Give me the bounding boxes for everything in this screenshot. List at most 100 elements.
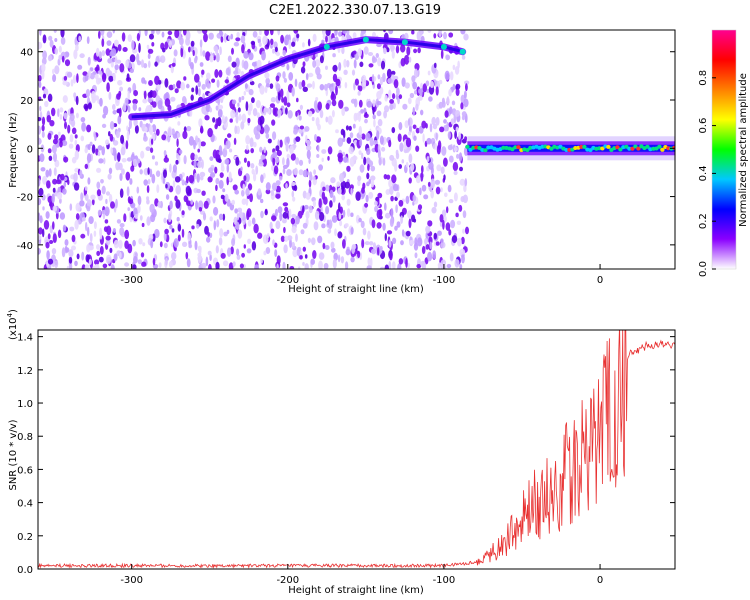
noise-speck (340, 214, 344, 219)
noise-speck (264, 30, 269, 36)
noise-speck (241, 198, 247, 205)
noise-speck (275, 180, 281, 186)
noise-speck (279, 139, 283, 148)
noise-speck (445, 222, 451, 231)
noise-speck (370, 165, 376, 172)
noise-speck (102, 263, 108, 269)
noise-speck (331, 247, 336, 253)
noise-speck (375, 53, 379, 58)
noise-speck (389, 154, 395, 161)
noise-speck (296, 33, 300, 39)
noise-speck (400, 240, 404, 246)
noise-speck (461, 115, 465, 121)
noise-speck (363, 113, 369, 118)
noise-speck (215, 245, 219, 254)
noise-speck (312, 200, 316, 208)
noise-speck (188, 46, 191, 53)
noise-speck (270, 228, 275, 234)
noise-speck (361, 187, 365, 194)
noise-speck (409, 92, 415, 99)
tone-peak (645, 144, 650, 149)
noise-speck (289, 145, 294, 155)
noise-speck (47, 258, 54, 265)
noise-speck (84, 147, 88, 154)
snr-panel: -300 -200 -100 0 0.0 0.2 0.4 0.6 0.8 1.0 1.2 1.4 H… (6, 309, 676, 596)
noise-speck (151, 30, 155, 35)
noise-speck (302, 42, 305, 48)
noise-speck (462, 194, 468, 204)
noise-speck (119, 86, 123, 92)
noise-speck (115, 130, 120, 139)
noise-speck (327, 156, 330, 161)
noise-speck (122, 102, 127, 112)
noise-speck (47, 148, 52, 154)
noise-speck (188, 243, 193, 249)
noise-speck (154, 61, 158, 67)
noise-speck (224, 144, 228, 151)
noise-speck (94, 259, 100, 266)
noise-speck (410, 163, 415, 172)
noise-speck (271, 119, 276, 126)
noise-speck (440, 187, 443, 193)
noise-speck (174, 176, 181, 183)
noise-speck (248, 88, 254, 96)
noise-speck (137, 259, 142, 265)
noise-speck (435, 241, 440, 246)
noise-speck (282, 49, 287, 57)
noise-speck (199, 39, 203, 48)
noise-speck (145, 146, 151, 151)
noise-speck (402, 103, 408, 110)
noise-speck (338, 31, 342, 37)
noise-speck (454, 66, 460, 75)
noise-speck (449, 71, 454, 81)
noise-speck (417, 237, 423, 247)
noise-speck (391, 50, 395, 59)
noise-speck (418, 88, 423, 94)
noise-speck (270, 38, 274, 45)
noise-speck (240, 121, 245, 130)
noise-speck (97, 145, 103, 151)
noise-speck (388, 139, 392, 148)
noise-speck (41, 69, 45, 80)
noise-speck (376, 43, 382, 48)
noise-speck (437, 266, 441, 269)
noise-speck (215, 184, 218, 191)
noise-speck (362, 77, 367, 87)
noise-speck (319, 211, 325, 222)
noise-speck (390, 195, 394, 202)
noise-speck (291, 87, 295, 97)
noise-speck (163, 150, 167, 156)
noise-speck (291, 241, 296, 249)
noise-speck (216, 219, 220, 228)
noise-speck (38, 227, 43, 235)
noise-speck (312, 59, 317, 68)
noise-speck (317, 123, 321, 131)
noise-speck (357, 112, 361, 123)
noise-speck (138, 42, 141, 53)
noise-speck (358, 85, 363, 92)
noise-speck (51, 193, 55, 204)
noise-speck (112, 73, 116, 82)
noise-speck (240, 35, 246, 44)
noise-speck (428, 96, 433, 102)
noise-speck (101, 209, 106, 215)
noise-speck (164, 78, 169, 88)
noise-speck (401, 229, 405, 237)
noise-speck (127, 90, 130, 101)
noise-speck (238, 96, 242, 103)
noise-speck (327, 228, 332, 234)
noise-speck (69, 226, 75, 232)
noise-speck (84, 75, 89, 82)
noise-speck (69, 203, 73, 211)
noise-speck (280, 34, 284, 44)
colorbar-label: Normalized spectral amplitude (738, 73, 749, 227)
noise-speck (382, 72, 386, 83)
noise-speck (361, 133, 366, 140)
noise-speck (429, 81, 434, 88)
noise-speck (161, 31, 165, 38)
noise-speck (125, 59, 129, 68)
noise-speck (318, 198, 322, 209)
noise-speck (394, 225, 398, 231)
noise-speck (199, 62, 204, 67)
noise-speck (385, 212, 391, 219)
